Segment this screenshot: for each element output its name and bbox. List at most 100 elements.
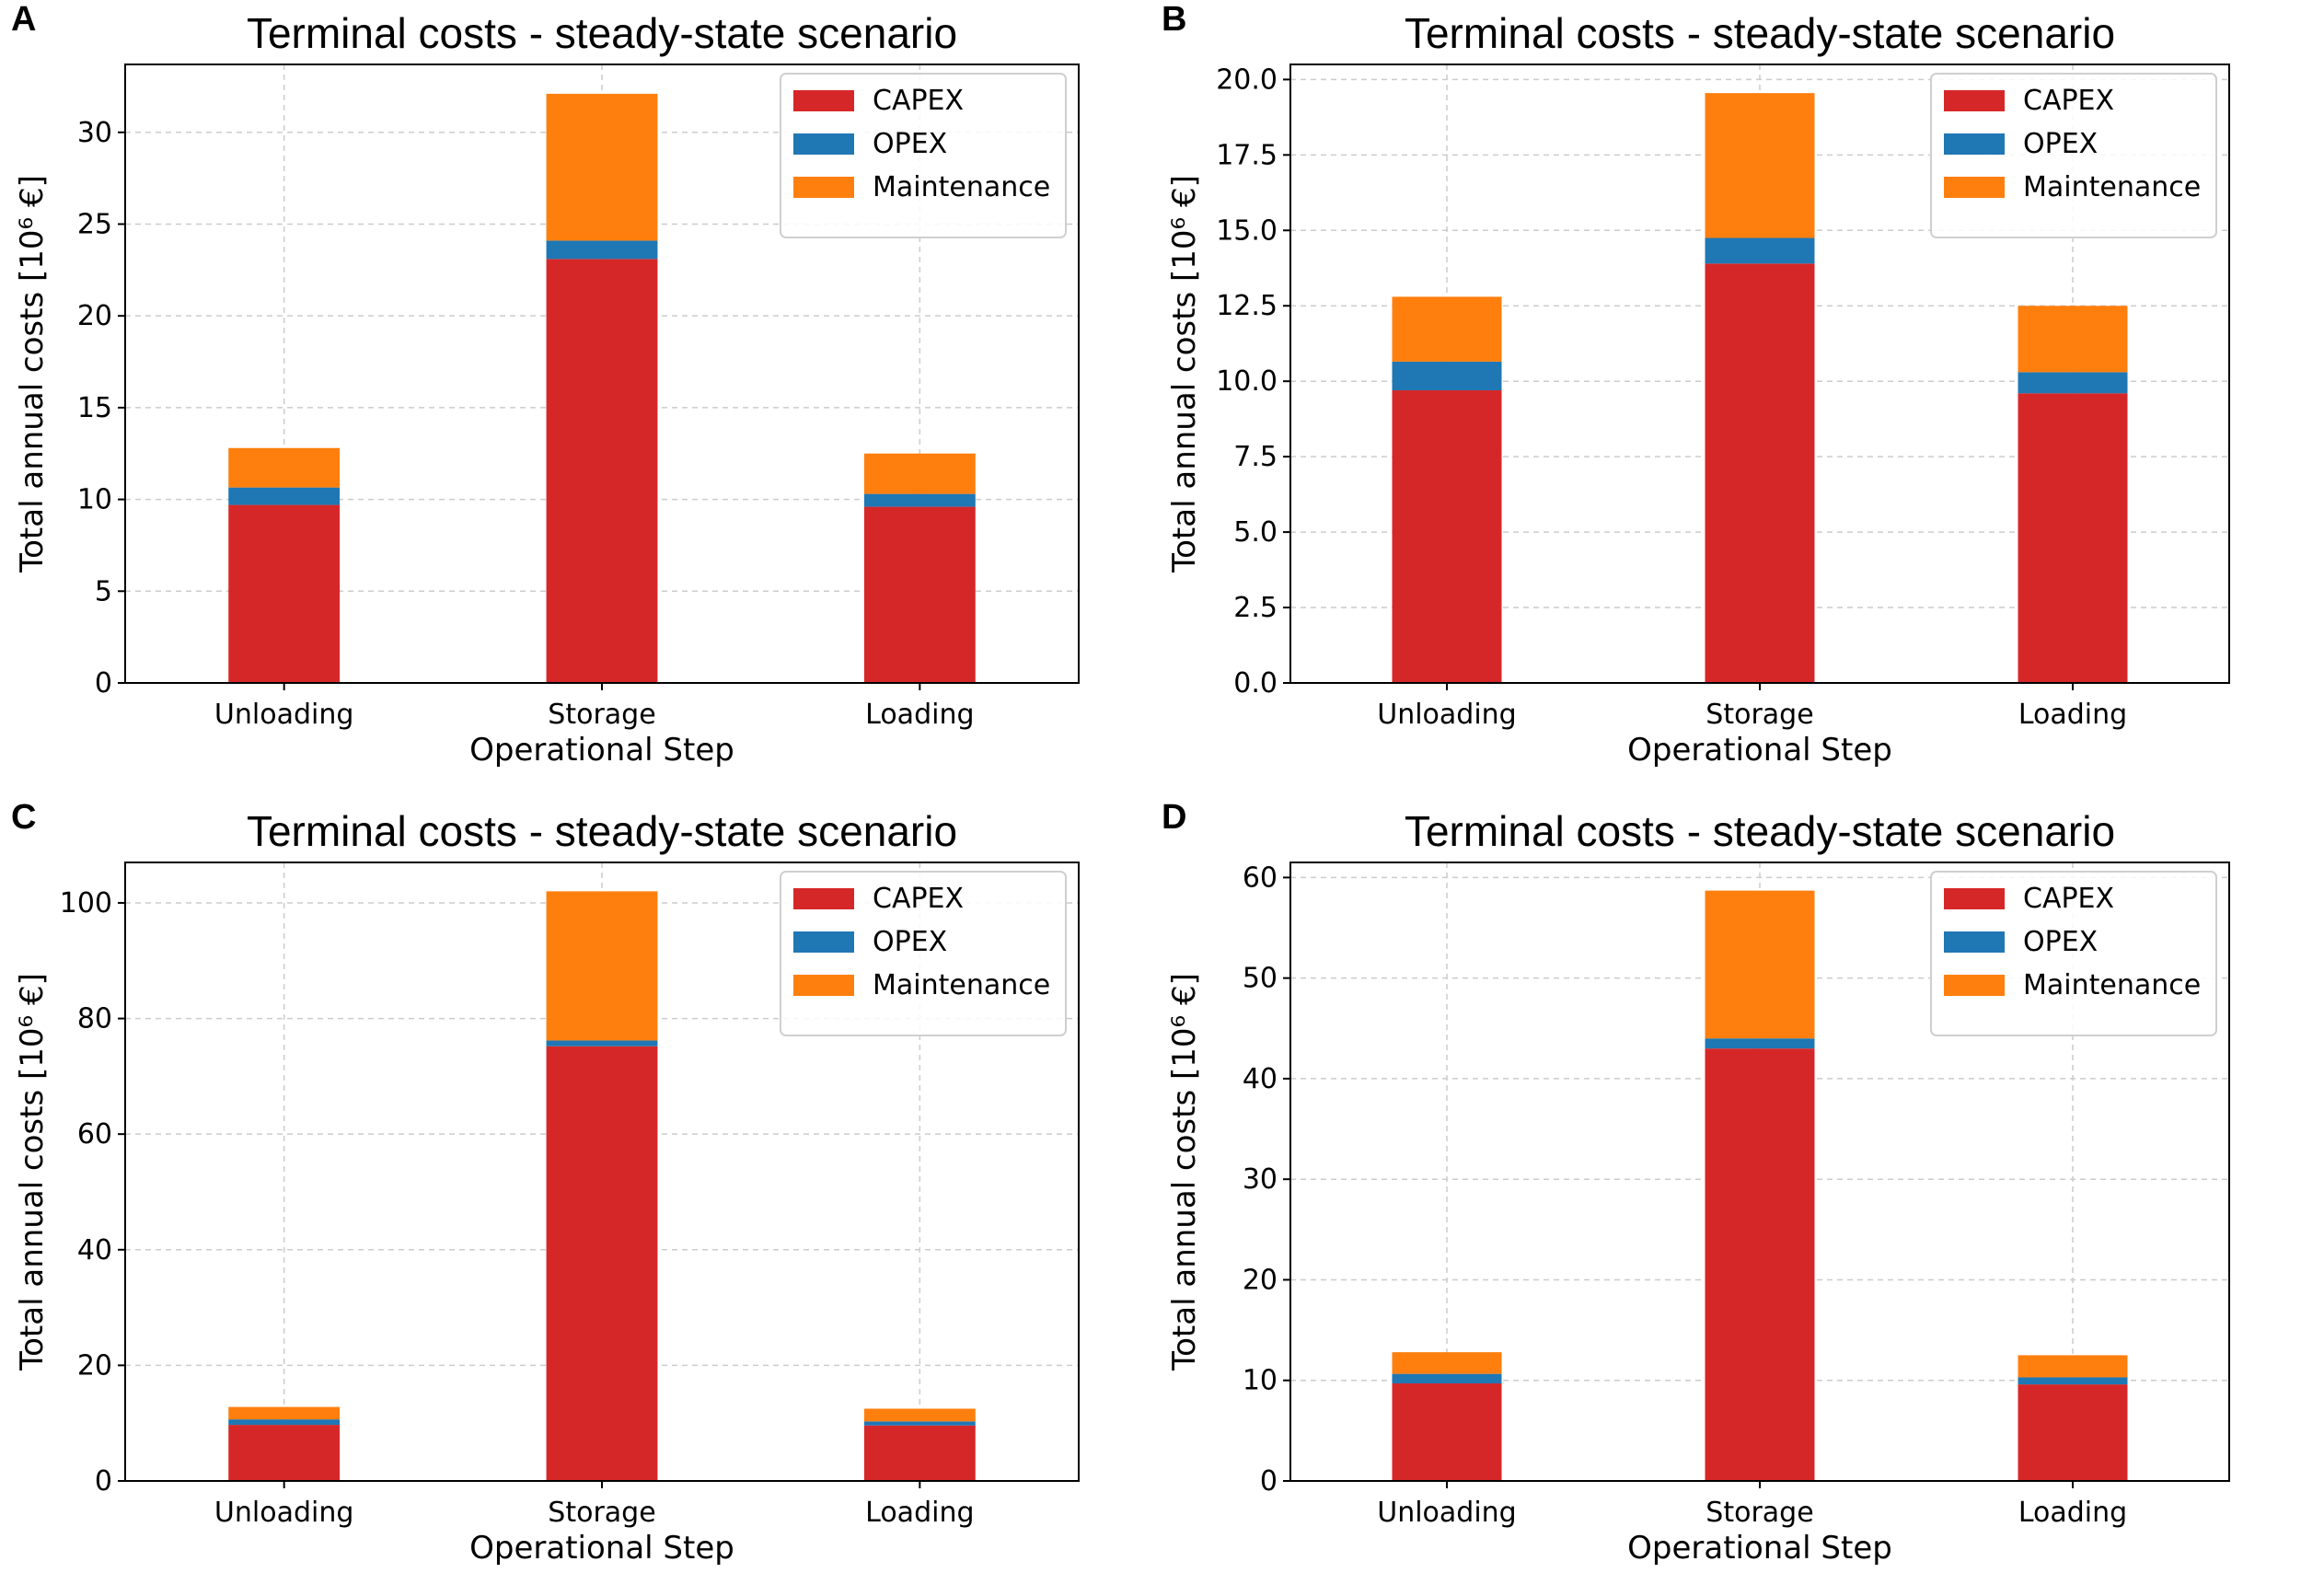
bar-opex-loading: [2018, 1377, 2128, 1385]
chart-title: Terminal costs - steady-state scenario: [1405, 807, 2115, 855]
chart-panel-d: D Terminal costs - steady-state scenario…: [1150, 798, 2301, 1596]
bar-opex-loading: [863, 1421, 976, 1426]
legend-swatch-capex: [793, 90, 854, 111]
y-tick-label: 40: [1243, 1063, 1278, 1095]
legend-label-opex: OPEX: [2023, 926, 2098, 958]
y-tick-label: 10: [1243, 1365, 1278, 1397]
legend-label-maintenance: Maintenance: [2023, 969, 2201, 1001]
y-axis-label: Total annual costs [10⁶ €]: [1166, 175, 1203, 573]
bar-maintenance-storage: [1705, 890, 1815, 1039]
plot-frame: [1289, 64, 2230, 684]
bar-opex-loading: [863, 493, 976, 507]
y-tick-label: 20: [77, 1349, 112, 1382]
x-tick-label: Unloading: [214, 1497, 353, 1529]
chart-title: Terminal costs - steady-state scenario: [247, 807, 957, 855]
y-tick-label: 0: [95, 667, 112, 700]
legend-label-opex: OPEX: [873, 128, 947, 160]
bar-capex-storage: [546, 1046, 658, 1481]
legend-label-opex: OPEX: [2023, 128, 2098, 160]
bar-capex-storage: [1705, 263, 1815, 683]
legend-label-maintenance: Maintenance: [873, 171, 1050, 203]
bar-capex-loading: [2018, 393, 2128, 683]
y-tick-label: 60: [1243, 862, 1278, 894]
chart-svg: Terminal costs - steady-state scenario 0 5…: [14, 9, 1080, 769]
bar-capex-storage: [546, 259, 658, 683]
y-tick-label: 10.0: [1216, 365, 1278, 398]
y-tick-label: 20.0: [1216, 64, 1278, 96]
legend-label-capex: CAPEX: [873, 883, 964, 915]
bar-maintenance-storage: [546, 93, 658, 241]
legend-label-maintenance: Maintenance: [873, 969, 1050, 1001]
legend-swatch-opex: [793, 133, 854, 155]
bar-capex-loading: [863, 506, 976, 683]
legend-swatch-maintenance: [1944, 177, 2005, 198]
y-tick-label: 12.5: [1216, 290, 1278, 322]
x-axis-label: Operational Step: [1627, 732, 1892, 769]
bar-maintenance-loading: [863, 1408, 976, 1422]
bar-maintenance-unloading: [228, 447, 341, 488]
bar-maintenance-loading: [2018, 306, 2128, 373]
panel-label: B: [1162, 0, 1187, 39]
x-axis-label: Operational Step: [1627, 1530, 1892, 1567]
x-tick-label: Storage: [548, 699, 655, 731]
x-tick-label: Unloading: [1377, 699, 1516, 731]
bar-maintenance-unloading: [228, 1406, 341, 1420]
chart-title: Terminal costs - steady-state scenario: [247, 9, 957, 57]
legend-label-capex: CAPEX: [2023, 883, 2114, 915]
y-tick-label: 50: [1243, 963, 1278, 995]
y-axis-label: Total annual costs [10⁶ €]: [14, 973, 51, 1371]
chart-panel-a: A Terminal costs - steady-state scenario…: [0, 0, 1150, 798]
bar-opex-storage: [546, 240, 658, 260]
y-axis-label: Total annual costs [10⁶ €]: [14, 175, 51, 573]
x-tick-label: Loading: [2018, 1497, 2127, 1529]
x-tick-label: Storage: [1706, 699, 1813, 731]
legend-swatch-capex: [1944, 90, 2005, 111]
y-tick-label: 10: [77, 484, 112, 516]
bar-maintenance-unloading: [1392, 296, 1502, 362]
legend-swatch-opex: [1944, 931, 2005, 953]
legend-swatch-maintenance: [793, 177, 854, 198]
bar-capex-unloading: [1392, 390, 1502, 683]
y-tick-label: 17.5: [1216, 139, 1278, 171]
x-tick-label: Loading: [865, 1497, 974, 1529]
plot-frame: [124, 862, 1080, 1482]
y-axis-label: Total annual costs [10⁶ €]: [1166, 973, 1203, 1371]
bar-capex-loading: [2018, 1384, 2128, 1481]
x-axis-label: Operational Step: [469, 732, 734, 769]
bar-capex-unloading: [1392, 1383, 1502, 1481]
x-tick-label: Storage: [1706, 1497, 1813, 1529]
bar-opex-storage: [1705, 1038, 1815, 1049]
legend-label-maintenance: Maintenance: [2023, 171, 2201, 203]
x-axis-label: Operational Step: [469, 1530, 734, 1567]
legend-swatch-capex: [1944, 888, 2005, 909]
bar-maintenance-loading: [863, 453, 976, 494]
y-tick-label: 0: [1260, 1465, 1278, 1498]
legend-label-capex: CAPEX: [2023, 85, 2114, 117]
panel-label: D: [1162, 798, 1187, 837]
y-tick-label: 15: [77, 392, 112, 424]
chart-title: Terminal costs - steady-state scenario: [1405, 9, 2115, 57]
y-tick-label: 20: [1243, 1264, 1278, 1296]
x-tick-label: Unloading: [1377, 1497, 1516, 1529]
y-tick-label: 15.0: [1216, 214, 1278, 247]
bar-maintenance-loading: [2018, 1355, 2128, 1378]
y-tick-label: 0: [95, 1465, 112, 1498]
bar-opex-unloading: [1392, 361, 1502, 391]
x-tick-label: Storage: [548, 1497, 655, 1529]
x-tick-label: Unloading: [214, 699, 353, 731]
y-tick-label: 40: [77, 1234, 112, 1266]
legend-swatch-maintenance: [1944, 975, 2005, 996]
bar-opex-storage: [1705, 237, 1815, 264]
bar-opex-loading: [2018, 372, 2128, 394]
bar-opex-unloading: [228, 487, 341, 505]
chart-svg: Terminal costs - steady-state scenario 0 1…: [1166, 807, 2230, 1567]
bar-maintenance-storage: [546, 891, 658, 1041]
y-tick-label: 2.5: [1233, 592, 1278, 624]
y-tick-label: 100: [60, 887, 112, 919]
bar-capex-unloading: [228, 504, 341, 683]
bar-maintenance-storage: [1705, 93, 1815, 238]
plot-frame: [1289, 862, 2230, 1482]
x-tick-label: Loading: [2018, 699, 2127, 731]
y-tick-label: 80: [77, 1003, 112, 1035]
bar-capex-loading: [863, 1425, 976, 1481]
